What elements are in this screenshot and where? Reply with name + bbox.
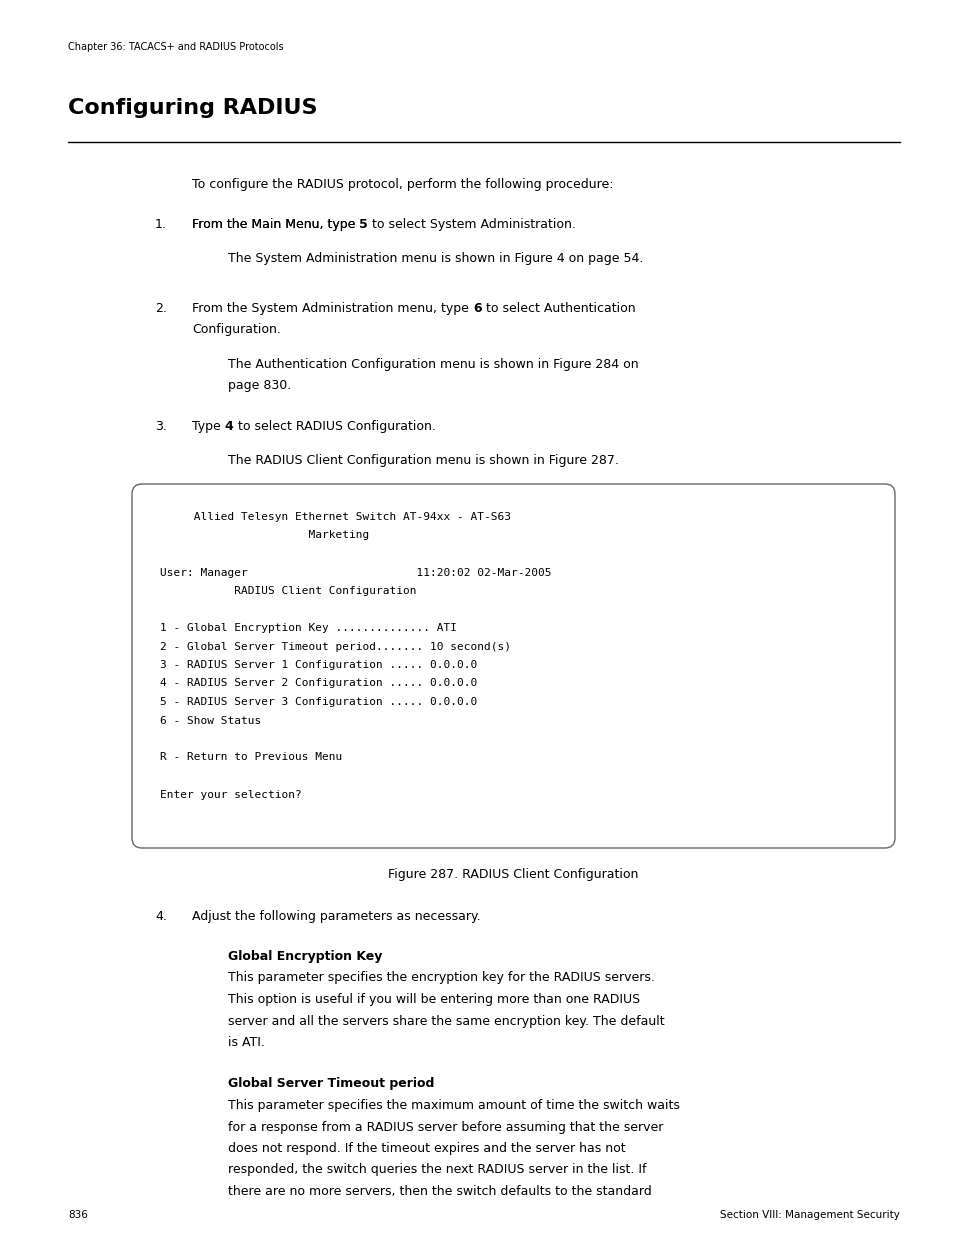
Text: Figure 287. RADIUS Client Configuration: Figure 287. RADIUS Client Configuration bbox=[388, 868, 638, 881]
Text: 2 - Global Server Timeout period....... 10 second(s): 2 - Global Server Timeout period....... … bbox=[160, 641, 511, 652]
Text: Type: Type bbox=[192, 420, 225, 433]
Text: to select System Administration.: to select System Administration. bbox=[368, 219, 576, 231]
Text: From the Main Menu, type: From the Main Menu, type bbox=[192, 219, 359, 231]
Text: Enter your selection?: Enter your selection? bbox=[160, 789, 301, 799]
Text: is ATI.: is ATI. bbox=[228, 1036, 265, 1049]
Text: Global Server Timeout period: Global Server Timeout period bbox=[228, 1077, 434, 1091]
Text: From the Main Menu, type  to select System Administration.: From the Main Menu, type to select Syste… bbox=[192, 219, 567, 231]
Text: responded, the switch queries the next RADIUS server in the list. If: responded, the switch queries the next R… bbox=[228, 1163, 646, 1177]
Text: The Authentication Configuration menu is shown in Figure 284 on: The Authentication Configuration menu is… bbox=[228, 358, 638, 370]
Text: The RADIUS Client Configuration menu is shown in Figure 287.: The RADIUS Client Configuration menu is … bbox=[228, 454, 618, 467]
Text: 3 - RADIUS Server 1 Configuration ..... 0.0.0.0: 3 - RADIUS Server 1 Configuration ..... … bbox=[160, 659, 476, 671]
Text: Marketing: Marketing bbox=[160, 531, 369, 541]
Text: Configuring RADIUS: Configuring RADIUS bbox=[68, 98, 317, 119]
Text: Section VIII: Management Security: Section VIII: Management Security bbox=[720, 1210, 899, 1220]
Text: Adjust the following parameters as necessary.: Adjust the following parameters as neces… bbox=[192, 910, 480, 923]
Text: This option is useful if you will be entering more than one RADIUS: This option is useful if you will be ent… bbox=[228, 993, 639, 1007]
Text: server and all the servers share the same encryption key. The default: server and all the servers share the sam… bbox=[228, 1014, 664, 1028]
Text: 3.: 3. bbox=[154, 420, 167, 433]
Text: From the System Administration menu, type: From the System Administration menu, typ… bbox=[192, 303, 473, 315]
Text: to select RADIUS Configuration.: to select RADIUS Configuration. bbox=[233, 420, 435, 433]
Text: R - Return to Previous Menu: R - Return to Previous Menu bbox=[160, 752, 342, 762]
Text: From the Main Menu, type ​: From the Main Menu, type ​ bbox=[192, 219, 359, 231]
Text: 4.: 4. bbox=[154, 910, 167, 923]
FancyBboxPatch shape bbox=[132, 484, 894, 848]
Text: Allied Telesyn Ethernet Switch AT-94xx - AT-S63: Allied Telesyn Ethernet Switch AT-94xx -… bbox=[160, 513, 511, 522]
Text: 6 - Show Status: 6 - Show Status bbox=[160, 715, 261, 725]
Text: 6: 6 bbox=[473, 303, 481, 315]
Text: 836: 836 bbox=[68, 1210, 88, 1220]
Text: 2.: 2. bbox=[154, 303, 167, 315]
Text: for a response from a RADIUS server before assuming that the server: for a response from a RADIUS server befo… bbox=[228, 1120, 662, 1134]
Text: Configuration.: Configuration. bbox=[192, 324, 280, 336]
Text: to select Authentication: to select Authentication bbox=[481, 303, 635, 315]
Text: The System Administration menu is shown in Figure 4 on page 54.: The System Administration menu is shown … bbox=[228, 252, 642, 266]
Text: Chapter 36: TACACS+ and RADIUS Protocols: Chapter 36: TACACS+ and RADIUS Protocols bbox=[68, 42, 283, 52]
Text: Global Encryption Key: Global Encryption Key bbox=[228, 950, 382, 963]
Text: This parameter specifies the maximum amount of time the switch waits: This parameter specifies the maximum amo… bbox=[228, 1099, 679, 1112]
Text: 1 - Global Encryption Key .............. ATI: 1 - Global Encryption Key ..............… bbox=[160, 622, 456, 634]
Text: 4 - RADIUS Server 2 Configuration ..... 0.0.0.0: 4 - RADIUS Server 2 Configuration ..... … bbox=[160, 678, 476, 688]
Text: 5: 5 bbox=[359, 219, 368, 231]
Text: To configure the RADIUS protocol, perform the following procedure:: To configure the RADIUS protocol, perfor… bbox=[192, 178, 613, 191]
Text: 4: 4 bbox=[225, 420, 233, 433]
Text: 1.: 1. bbox=[154, 219, 167, 231]
Text: RADIUS Client Configuration: RADIUS Client Configuration bbox=[160, 585, 416, 597]
Text: there are no more servers, then the switch defaults to the standard: there are no more servers, then the swit… bbox=[228, 1186, 651, 1198]
Text: User: Manager                         11:20:02 02-Mar-2005: User: Manager 11:20:02 02-Mar-2005 bbox=[160, 568, 551, 578]
Text: page 830.: page 830. bbox=[228, 379, 291, 393]
Text: This parameter specifies the encryption key for the RADIUS servers.: This parameter specifies the encryption … bbox=[228, 972, 654, 984]
Text: does not respond. If the timeout expires and the server has not: does not respond. If the timeout expires… bbox=[228, 1142, 625, 1155]
Text: 5 - RADIUS Server 3 Configuration ..... 0.0.0.0: 5 - RADIUS Server 3 Configuration ..... … bbox=[160, 697, 476, 706]
